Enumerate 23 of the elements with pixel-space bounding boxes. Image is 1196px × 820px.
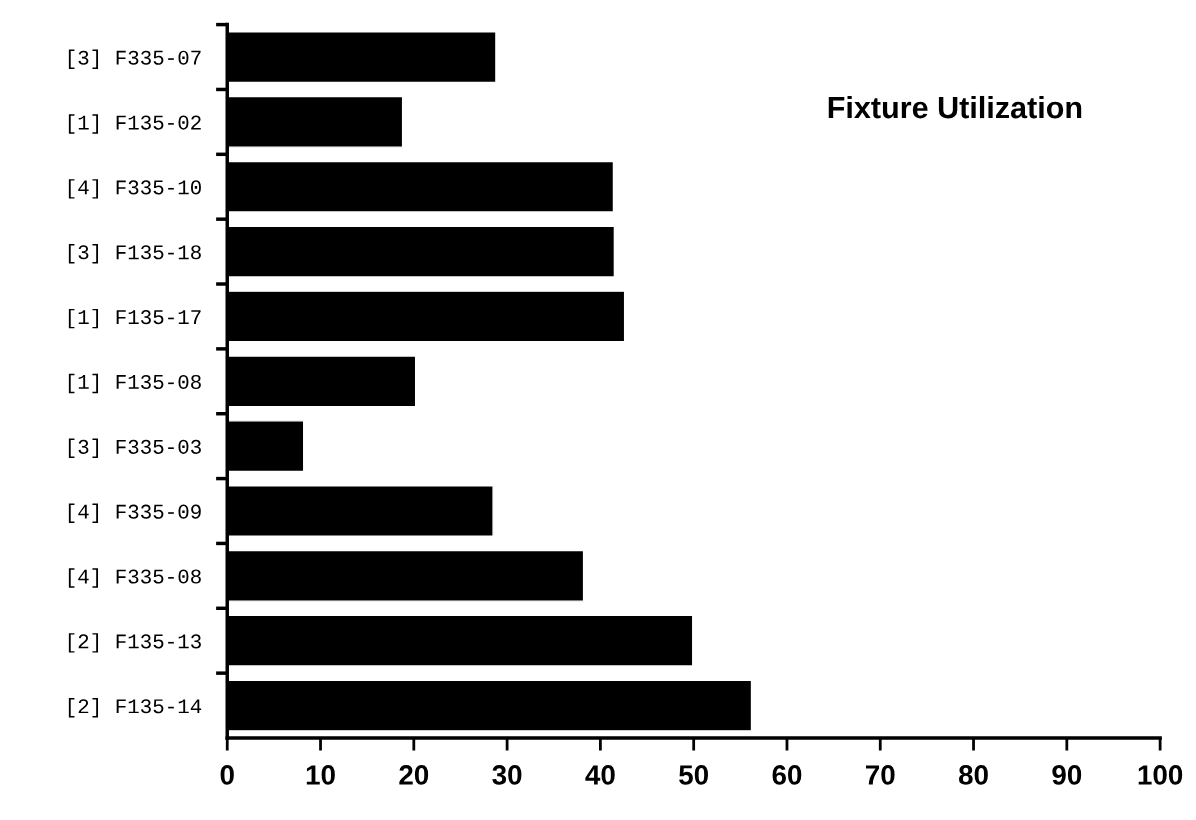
- x-tick-label: 50: [679, 765, 708, 785]
- y-tick-label: [4] F335-08: [68, 568, 201, 588]
- x-tick-label: 90: [1052, 765, 1082, 785]
- y-tick-label: [3] F135-18: [68, 244, 201, 264]
- y-tick-label: [4] F335-09: [68, 503, 201, 523]
- x-tick-label: 30: [492, 765, 522, 785]
- x-tick-label: 20: [399, 765, 429, 785]
- x-tick-label: 70: [866, 765, 895, 785]
- y-tick-label: [2] F135-14: [68, 698, 202, 718]
- y-tick-label: [3] F335-07: [68, 49, 201, 69]
- x-tick-label: 40: [585, 765, 615, 785]
- x-tick-label: 0: [220, 765, 234, 785]
- y-tick-label: [1] F135-08: [68, 373, 201, 394]
- y-tick-label: [1] F135-02: [68, 114, 201, 134]
- y-tick-label: [2] F135-13: [68, 633, 201, 653]
- y-tick-label: [1] F135-17: [68, 308, 201, 329]
- text: Fixture Utilization: [828, 95, 1082, 119]
- x-tick-label: 10: [306, 765, 335, 785]
- y-tick-label: [3] F335-03: [68, 438, 201, 459]
- y-tick-label: [4] F335-10: [68, 179, 201, 199]
- x-tick-label: 60: [772, 765, 802, 785]
- x-tick-label: 80: [958, 765, 988, 785]
- x-tick-label: 100: [1138, 765, 1183, 785]
